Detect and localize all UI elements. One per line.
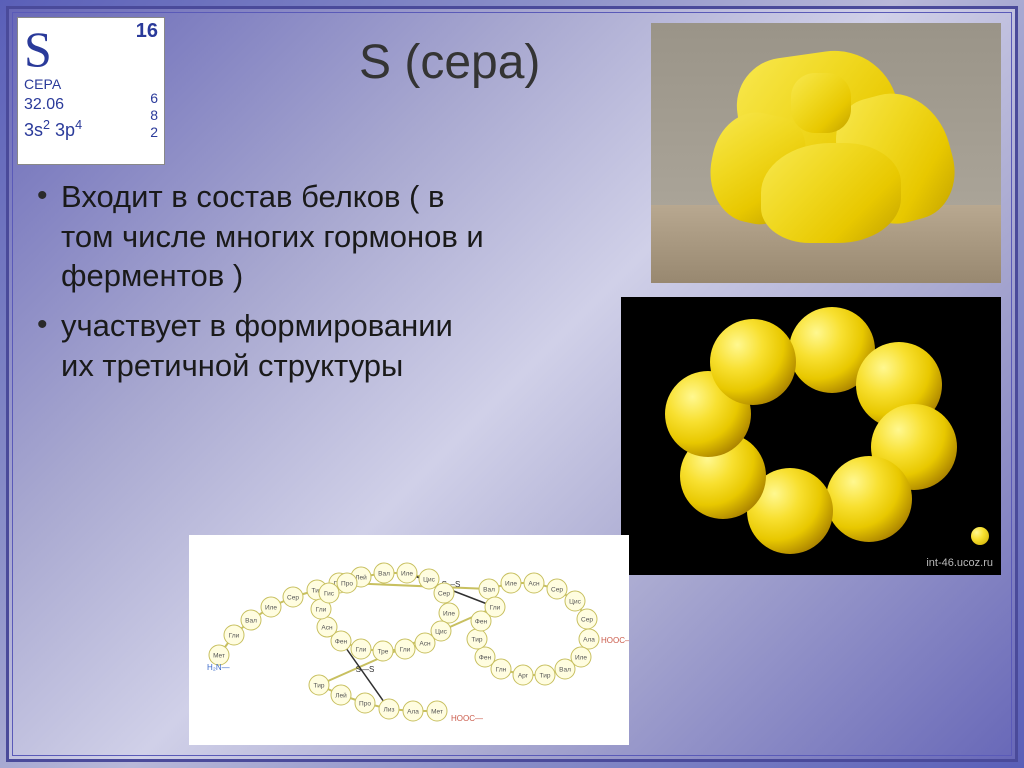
sulfur-atom xyxy=(826,456,912,542)
svg-text:Сер: Сер xyxy=(287,595,299,602)
slide-title: S (сера) xyxy=(359,35,540,90)
svg-text:Ала: Ала xyxy=(583,637,595,644)
svg-text:Фен: Фен xyxy=(479,655,492,662)
svg-text:Иле: Иле xyxy=(401,571,413,578)
content-area: Входит в состав белков ( в том числе мно… xyxy=(31,177,491,395)
electron-config: 3s2 3p4 xyxy=(24,118,158,141)
svg-text:HOOC—: HOOC— xyxy=(451,714,483,723)
svg-text:Мет: Мет xyxy=(431,709,443,716)
svg-text:Тир: Тир xyxy=(540,673,551,680)
s8-credit: int-46.ucoz.ru xyxy=(926,557,993,569)
atomic-mass: 32.06 xyxy=(24,96,158,114)
svg-text:Иле: Иле xyxy=(265,605,277,612)
svg-text:Глн: Глн xyxy=(496,667,507,674)
svg-text:Асн: Асн xyxy=(419,641,431,648)
svg-text:Иле: Иле xyxy=(575,655,587,662)
svg-text:H₂N—: H₂N— xyxy=(207,663,230,672)
svg-text:Гис: Гис xyxy=(324,591,335,598)
svg-text:Вал: Вал xyxy=(245,618,257,625)
svg-text:Цис: Цис xyxy=(569,599,581,606)
bullet-item: участвует в формировании их третичной ст… xyxy=(31,306,491,385)
svg-text:Про: Про xyxy=(341,581,353,588)
svg-text:Сер: Сер xyxy=(551,587,563,594)
s8-legend-atom xyxy=(971,527,989,545)
element-name: СЕРА xyxy=(24,76,158,92)
svg-text:Фен: Фен xyxy=(475,619,488,626)
svg-text:Лей: Лей xyxy=(335,692,347,700)
svg-text:Ала: Ала xyxy=(407,709,419,716)
svg-text:Асн: Асн xyxy=(321,625,333,632)
svg-text:Сер: Сер xyxy=(581,617,593,624)
sulfur-atom xyxy=(710,319,796,405)
svg-text:Иле: Иле xyxy=(505,581,517,588)
svg-text:Тир: Тир xyxy=(314,683,325,690)
svg-text:Вал: Вал xyxy=(378,571,390,578)
svg-text:Гли: Гли xyxy=(400,647,411,654)
svg-text:Цис: Цис xyxy=(435,629,447,636)
slide-frame: 16 S СЕРА 32.06 3s2 3p4 682 S (сера) Вхо… xyxy=(6,6,1018,762)
svg-text:Про: Про xyxy=(359,701,371,708)
svg-text:Лиз: Лиз xyxy=(384,707,395,714)
svg-text:Тре: Тре xyxy=(378,649,389,656)
svg-text:Арг: Арг xyxy=(518,673,529,680)
svg-text:HOOC—: HOOC— xyxy=(601,636,629,645)
svg-text:Фен: Фен xyxy=(335,639,348,646)
svg-text:Мет: Мет xyxy=(213,653,225,660)
svg-text:Иле: Иле xyxy=(443,611,455,618)
s8-molecule-image: int-46.ucoz.ru xyxy=(621,297,1001,575)
svg-text:Гли: Гли xyxy=(356,647,367,654)
svg-text:Гли: Гли xyxy=(229,633,240,640)
svg-text:Сер: Сер xyxy=(438,591,450,598)
svg-text:Цис: Цис xyxy=(423,577,435,584)
svg-text:Вал: Вал xyxy=(483,587,495,594)
svg-text:Гли: Гли xyxy=(316,607,327,614)
crystal-shape xyxy=(701,43,951,253)
protein-tertiary-diagram: S—SS—SМетГлиВалИлеСерТирГлиЛейВалИлеЦисС… xyxy=(189,535,629,745)
svg-text:Вал: Вал xyxy=(559,667,571,674)
atomic-number: 16 xyxy=(136,20,158,43)
periodic-element-card: 16 S СЕРА 32.06 3s2 3p4 682 xyxy=(17,17,165,165)
sulfur-crystal-image xyxy=(651,23,1001,283)
svg-text:S—S: S—S xyxy=(356,665,375,674)
bullet-item: Входит в состав белков ( в том числе мно… xyxy=(31,177,491,296)
s8-ring xyxy=(811,430,812,431)
svg-text:Тир: Тир xyxy=(472,637,483,644)
svg-text:Асн: Асн xyxy=(528,581,540,588)
electron-shells: 682 xyxy=(150,90,158,140)
svg-text:Гли: Гли xyxy=(490,605,501,612)
